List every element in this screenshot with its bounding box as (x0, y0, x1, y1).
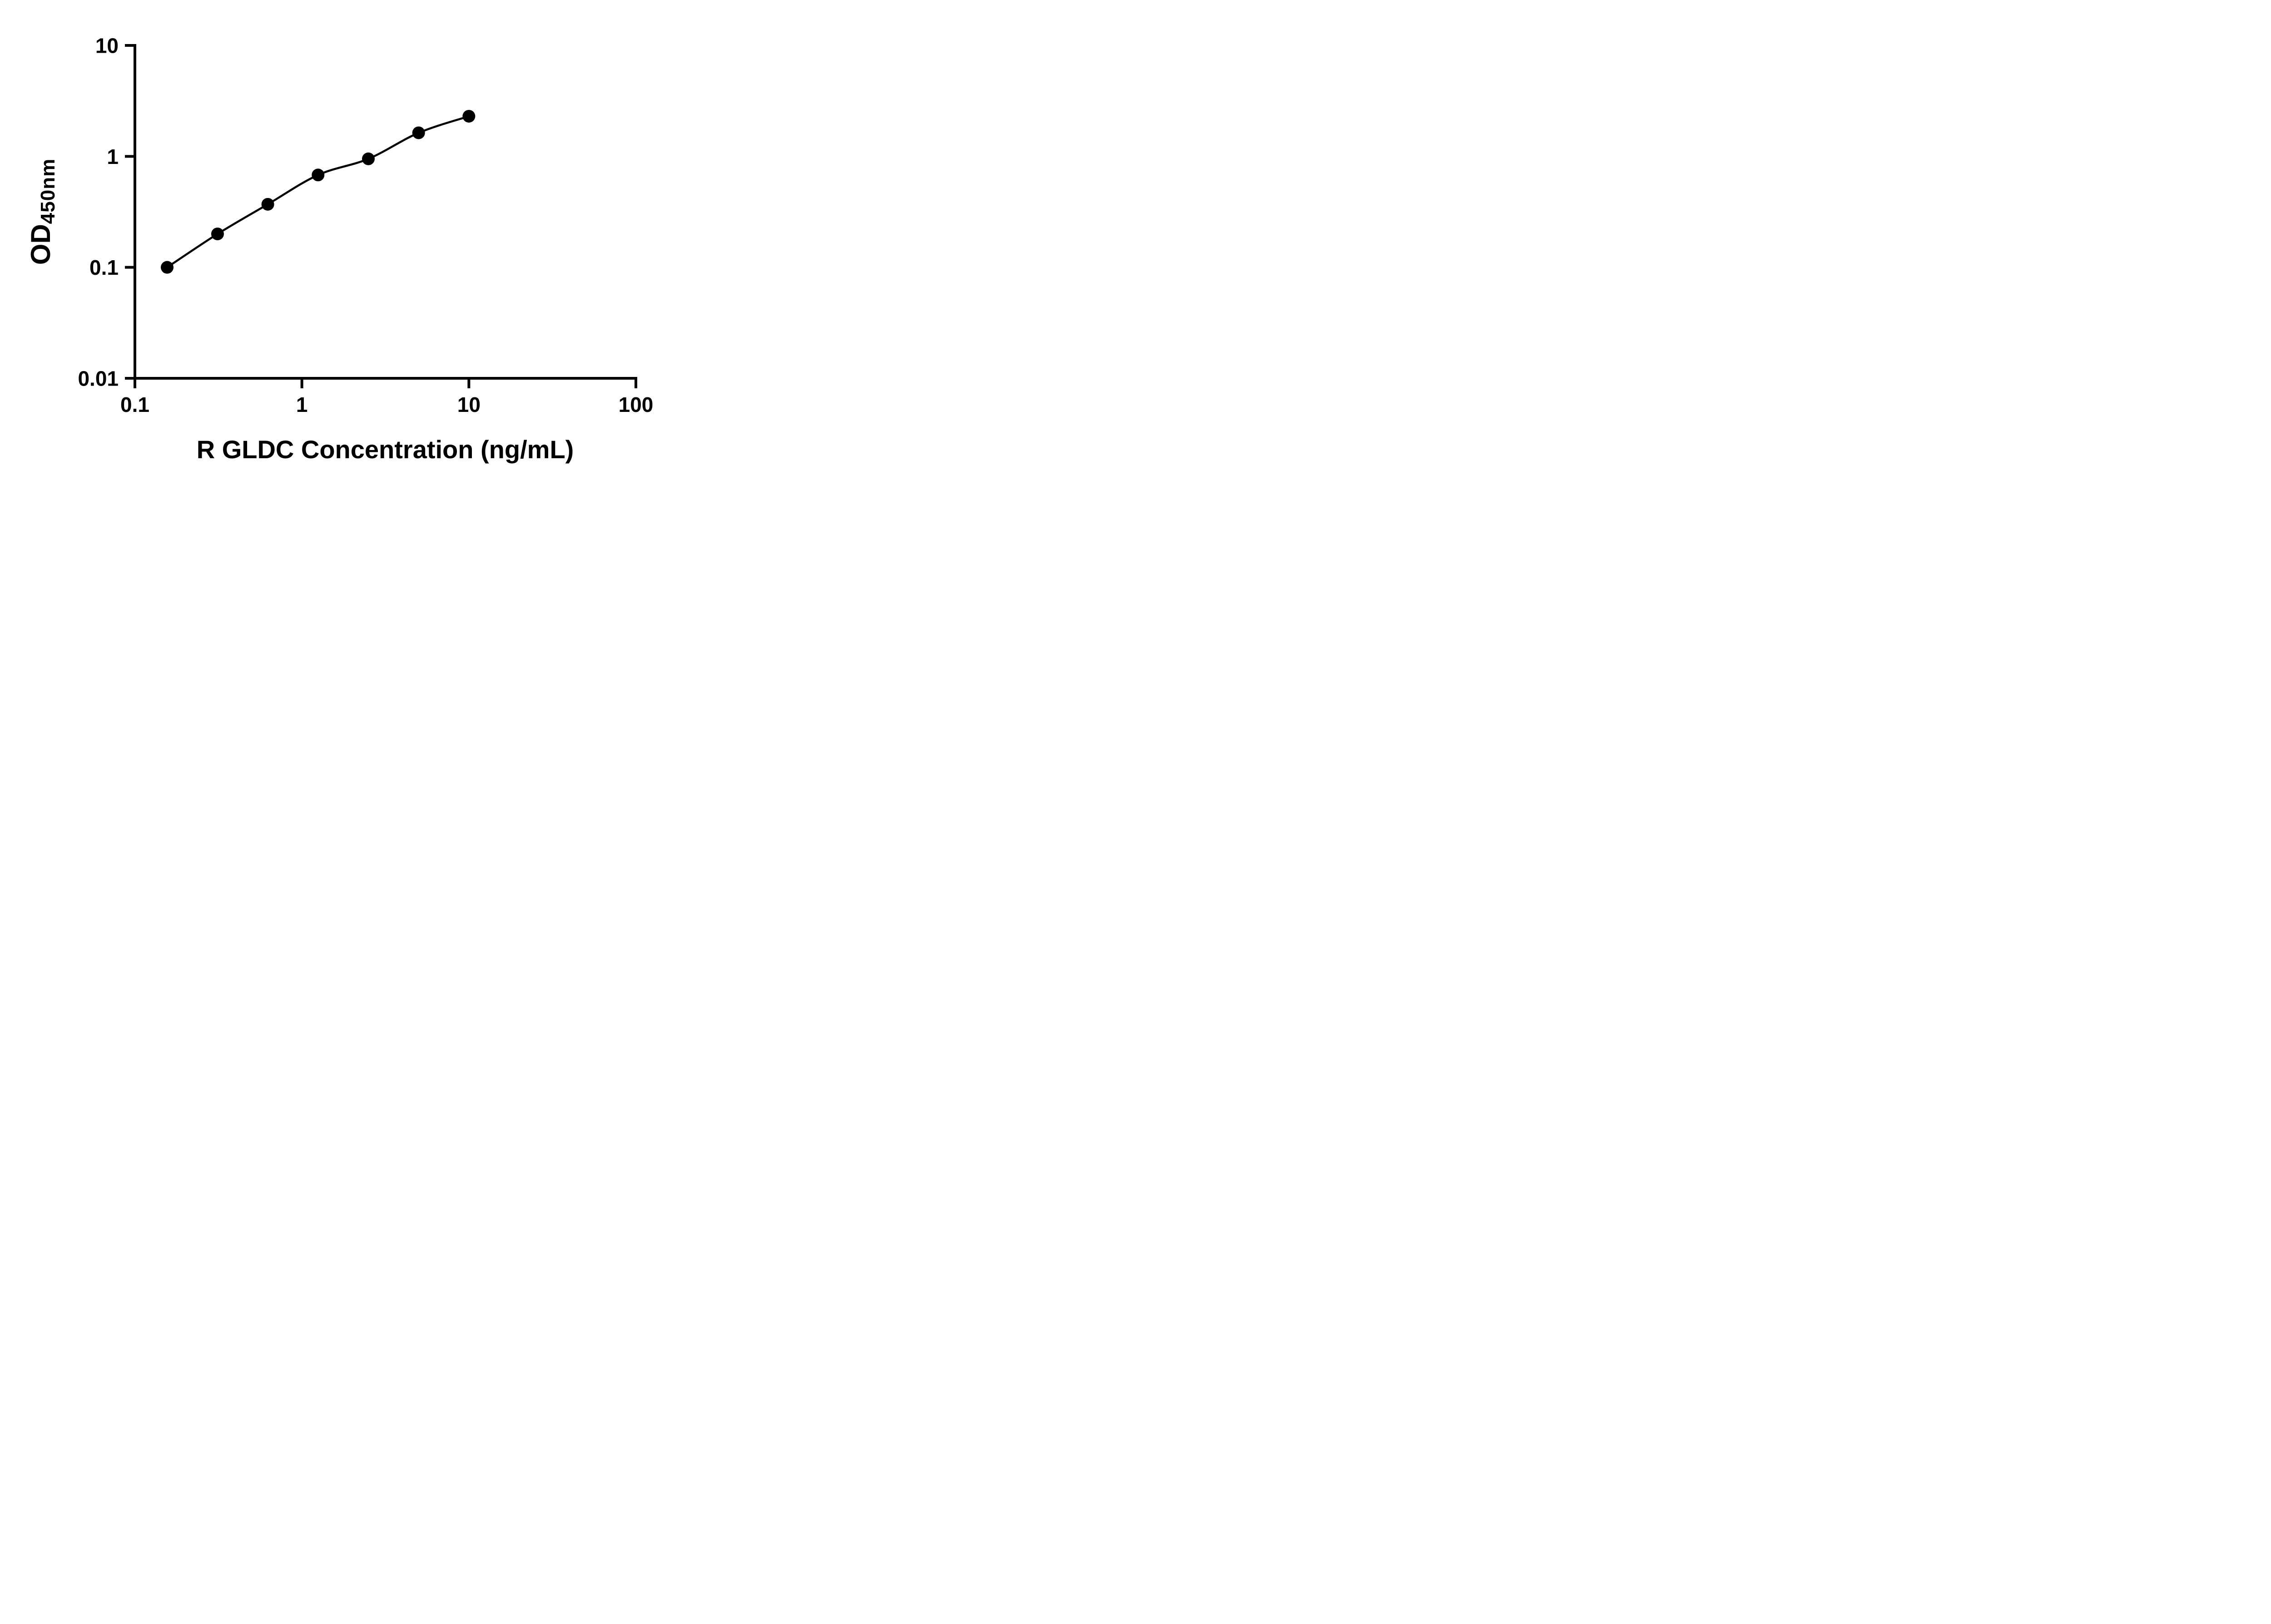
data-point (312, 168, 325, 182)
data-point (161, 261, 174, 274)
data-point (261, 198, 274, 211)
y-tick-label: 10 (95, 34, 119, 58)
y-tick-label: 0.01 (78, 367, 119, 391)
data-point (412, 126, 425, 139)
y-axis-title-main: OD (25, 224, 56, 265)
data-point (462, 109, 476, 123)
x-axis-title: R GLDC Concentration (ng/mL) (196, 435, 574, 464)
x-tick-label: 10 (457, 393, 481, 416)
curve-line (166, 115, 469, 268)
x-tick-label: 0.1 (120, 393, 149, 416)
elisa-standard-curve-figure: 0.1 1 10 100 0.01 0.1 1 10 OD450nm R GLDC Conce… (0, 0, 700, 487)
y-tick-label: 0.1 (89, 256, 119, 279)
x-tick-label: 100 (619, 393, 654, 416)
data-point (211, 228, 224, 241)
x-tick-label: 1 (296, 393, 308, 416)
data-point (362, 152, 375, 165)
y-tick-label: 1 (107, 145, 119, 168)
y-axis-title: OD450nm (25, 158, 62, 265)
y-axis-title-subscript: 450nm (37, 158, 59, 224)
